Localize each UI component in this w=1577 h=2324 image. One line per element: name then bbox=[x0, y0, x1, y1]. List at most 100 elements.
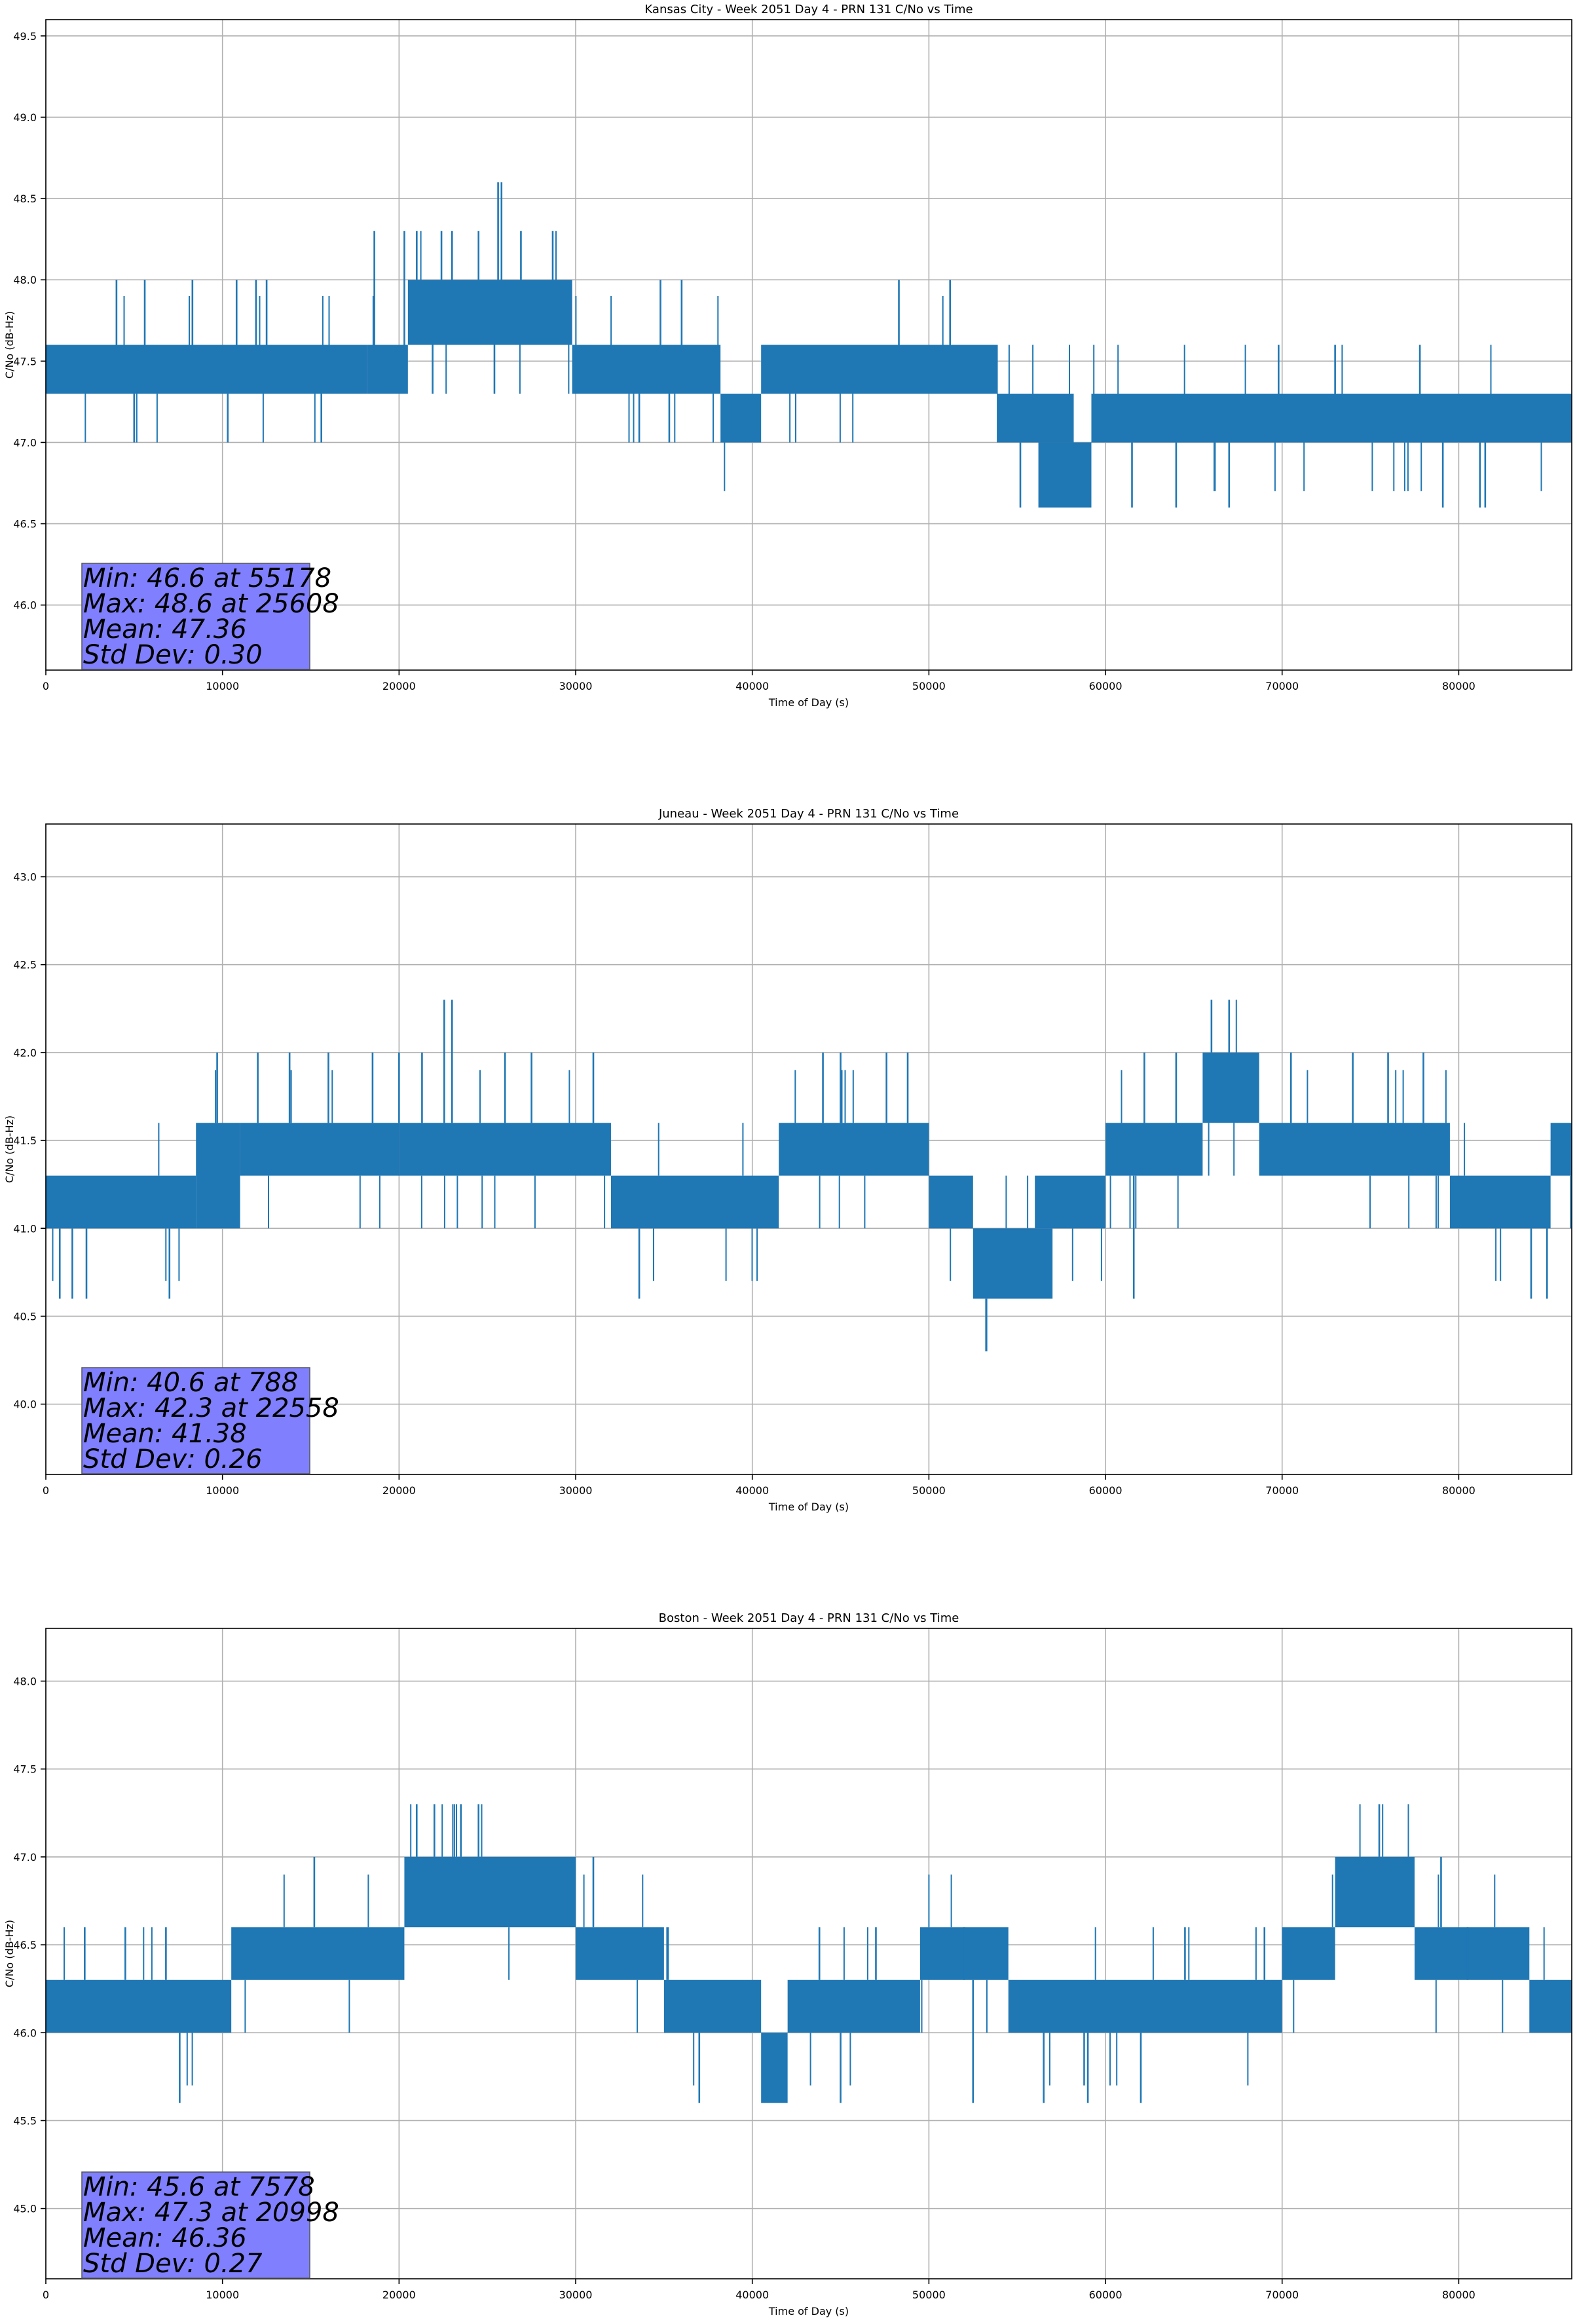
x-tick-label-0: 0 bbox=[43, 680, 49, 692]
signal-jitter-13 bbox=[1464, 1123, 1502, 1281]
y-tick-label-3: 41.5 bbox=[13, 1134, 37, 1147]
signal-jitter-9 bbox=[1048, 1927, 1257, 2086]
y-tick-label-4: 42.0 bbox=[13, 1047, 37, 1059]
signal-jitter-3 bbox=[410, 1804, 510, 1980]
signal-jitter-12 bbox=[1435, 1874, 1504, 2033]
chart-panel-3: 0 10000 20000 30000 40000 50000 60000 70000 8000… bbox=[3, 1611, 1572, 2317]
signal-jitter-1 bbox=[84, 296, 330, 443]
signal-jitter-11 bbox=[1359, 1804, 1409, 1857]
signal-band-8 bbox=[973, 1228, 1053, 1299]
signal-band-2 bbox=[231, 1927, 405, 1980]
y-tick-label-4: 47.0 bbox=[13, 1851, 37, 1864]
signal-jitter-1 bbox=[64, 1927, 193, 2086]
signal-band-12 bbox=[1414, 1927, 1530, 1980]
signal-band-7 bbox=[929, 1175, 973, 1229]
x-tick-label-4: 40000 bbox=[735, 1484, 769, 1497]
ticks bbox=[41, 876, 1460, 1480]
y-tick-label-4: 48.0 bbox=[13, 274, 37, 286]
stats-box bbox=[81, 1367, 310, 1474]
signal-band-5 bbox=[663, 1979, 762, 2033]
signal-jitter-5 bbox=[666, 1927, 695, 2086]
signal-band-9 bbox=[1035, 1175, 1106, 1229]
y-tick-label-1: 40.5 bbox=[13, 1310, 37, 1322]
x-tick-label-8: 80000 bbox=[1442, 1484, 1475, 1497]
x-tick-label-5: 50000 bbox=[912, 1484, 946, 1497]
stats-line-4: Std Dev: 0.26 bbox=[83, 1444, 263, 1474]
signal-jitter-8 bbox=[921, 1874, 988, 2033]
x-tick-label-6: 60000 bbox=[1089, 2289, 1122, 2301]
signal-jitter-4 bbox=[575, 296, 719, 443]
stats-box bbox=[81, 2171, 310, 2279]
series-line bbox=[46, 182, 1572, 508]
signal-band-3 bbox=[404, 1856, 576, 1928]
signal-band-7 bbox=[997, 393, 1074, 443]
stats-line-1: Min: 46.6 at 55178 bbox=[83, 563, 331, 593]
signal-band-9 bbox=[1008, 1979, 1282, 2033]
chart-panel-2: 0 10000 20000 30000 40000 50000 60000 70000 8000… bbox=[3, 807, 1572, 1513]
y-tick-label-3: 47.5 bbox=[13, 355, 37, 367]
y-tick-label-3: 46.5 bbox=[13, 1939, 37, 1951]
signal-band-6 bbox=[761, 345, 998, 394]
signal-jitter-9 bbox=[1093, 345, 1542, 491]
signal-band-7 bbox=[787, 1979, 920, 2033]
y-tick-label-2: 41.0 bbox=[13, 1222, 37, 1235]
signal-band-10 bbox=[1105, 1123, 1203, 1176]
chart-title: Boston - Week 2051 Day 4 - PRN 131 C/No … bbox=[659, 1611, 959, 1625]
signal-band-11 bbox=[1335, 1856, 1415, 1928]
x-tick-label-3: 30000 bbox=[559, 680, 593, 692]
signal-band-5 bbox=[720, 393, 762, 443]
stats-line-3: Mean: 46.36 bbox=[83, 2223, 247, 2253]
signal-jitter-9 bbox=[1071, 1228, 1102, 1281]
y-axis-label: C/No (dB-Hz) bbox=[3, 311, 16, 379]
x-axis-label: Time of Day (s) bbox=[768, 696, 849, 709]
signal-jitter-4 bbox=[420, 1070, 606, 1229]
y-tick-label-0: 45.0 bbox=[13, 2203, 37, 2215]
y-tick-label-2: 46.0 bbox=[13, 2027, 37, 2039]
signal-band-10 bbox=[1282, 1927, 1335, 1980]
signal-jitter-1 bbox=[52, 1123, 180, 1281]
signal-jitter-6 bbox=[794, 1070, 866, 1229]
x-tick-label-0: 0 bbox=[43, 1484, 49, 1497]
signal-jitter-10 bbox=[1109, 1070, 1179, 1229]
y-axis-label: C/No (dB-Hz) bbox=[3, 1920, 16, 1987]
x-tick-label-1: 10000 bbox=[206, 680, 239, 692]
signal-band-2 bbox=[367, 345, 408, 394]
signal-band-1 bbox=[46, 1175, 196, 1229]
grid bbox=[45, 20, 1572, 670]
signal-jitter-3 bbox=[268, 1070, 380, 1229]
series-line bbox=[46, 1000, 1572, 1352]
y-tick-label-5: 48.5 bbox=[13, 193, 37, 205]
x-tick-label-5: 50000 bbox=[912, 2289, 946, 2301]
x-tick-label-4: 40000 bbox=[735, 680, 769, 692]
stats-line-1: Min: 45.6 at 7578 bbox=[83, 2172, 315, 2202]
stats-line-3: Mean: 41.38 bbox=[83, 1419, 247, 1449]
y-tick-label-1: 45.5 bbox=[13, 2114, 37, 2127]
stats-line-4: Std Dev: 0.30 bbox=[83, 640, 263, 670]
x-tick-label-7: 70000 bbox=[1265, 680, 1299, 692]
stats-line-2: Max: 47.3 at 20998 bbox=[83, 2198, 339, 2228]
x-tick-label-8: 80000 bbox=[1442, 2289, 1475, 2301]
chart-title: Juneau - Week 2051 Day 4 - PRN 131 C/No … bbox=[658, 807, 959, 821]
signal-band-9 bbox=[1091, 393, 1572, 443]
signal-band-1 bbox=[46, 1979, 232, 2033]
signal-jitter-10 bbox=[1293, 1874, 1333, 2033]
x-tick-label-4: 40000 bbox=[735, 2289, 769, 2301]
y-tick-label-0: 40.0 bbox=[13, 1398, 37, 1411]
signal-band-6 bbox=[779, 1123, 929, 1176]
signal-band-11 bbox=[1202, 1052, 1259, 1123]
y-tick-label-5: 47.5 bbox=[13, 1763, 37, 1776]
stats-line-2: Max: 42.3 at 22558 bbox=[83, 1393, 339, 1423]
x-tick-label-5: 50000 bbox=[912, 680, 946, 692]
signal-band-4 bbox=[576, 1927, 664, 1980]
ticks bbox=[41, 35, 1460, 675]
x-tick-label-1: 10000 bbox=[206, 2289, 239, 2301]
x-axis-label: Time of Day (s) bbox=[768, 2305, 849, 2317]
stats-line-3: Mean: 47.36 bbox=[83, 614, 247, 645]
signal-band-4 bbox=[399, 1123, 611, 1176]
axes-frame bbox=[45, 1628, 1572, 2279]
y-tick-label-2: 47.0 bbox=[13, 436, 37, 449]
chart-title: Kansas City - Week 2051 Day 4 - PRN 131 … bbox=[644, 3, 973, 16]
x-tick-label-2: 20000 bbox=[382, 680, 416, 692]
x-tick-label-6: 60000 bbox=[1089, 680, 1122, 692]
